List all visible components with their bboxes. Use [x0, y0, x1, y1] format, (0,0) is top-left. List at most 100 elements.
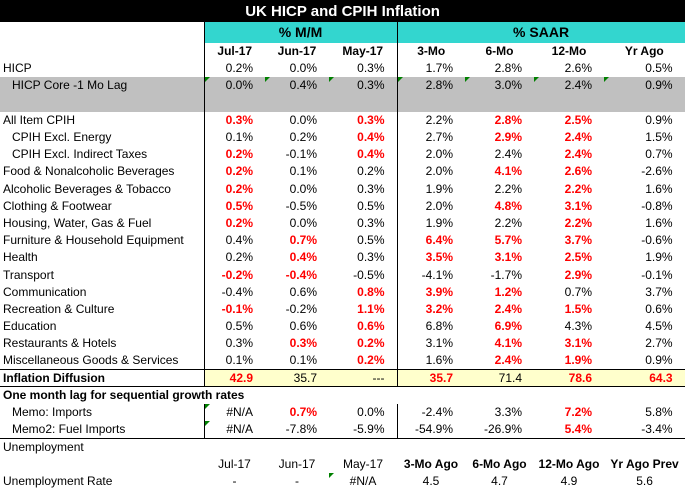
value-cell: 2.7%: [604, 335, 685, 353]
value-cell: 4.9: [560, 473, 578, 488]
diffusion-cell: ---: [329, 369, 398, 388]
value-cell: 0.1%: [289, 353, 317, 368]
value-cell: 0.9%: [604, 352, 685, 370]
value-cell: [534, 94, 604, 112]
table-title: UK HICP and CPIH Inflation: [0, 0, 685, 22]
value-cell: 2.2%: [425, 112, 453, 127]
value-cell: 0.6%: [604, 300, 685, 318]
value-cell: 2.4%: [494, 353, 522, 368]
value-cell: 0.6%: [329, 318, 398, 336]
value-cell: 0.9%: [604, 111, 685, 129]
unemployment-column-header: 6-Mo Ago: [472, 456, 527, 471]
lag-note: One month lag for sequential growth rate…: [3, 388, 245, 403]
value-cell: 4.8%: [494, 198, 522, 213]
memo-row: Memo: Imports #N/A 0.7% 0.0% -2.4% 3.3% 7.2% 5.…: [0, 403, 685, 422]
mm-group-header: % M/M: [203, 22, 398, 43]
value-cell: -0.6%: [604, 232, 685, 250]
lag-note-row: One month lag for sequential growth rate…: [0, 386, 685, 404]
value-cell: 0.5%: [203, 197, 265, 215]
diffusion-cell: 42.9: [203, 369, 265, 388]
value-cell: 2.2%: [494, 181, 522, 196]
value-cell: 2.9%: [494, 130, 522, 145]
unemployment-column-header: Yr Ago Prev: [610, 456, 679, 471]
value-cell: 0.2%: [329, 352, 398, 370]
value-cell: -0.2%: [203, 266, 265, 284]
value-cell: 6.9%: [494, 319, 522, 334]
value-cell: 0.3%: [329, 249, 398, 267]
row-label: Memo: Imports: [12, 405, 93, 420]
value-cell: -7.8%: [265, 421, 329, 439]
value-cell: [265, 94, 329, 112]
value-cell: 2.6%: [564, 164, 592, 179]
table-row: HICP Core -1 Mo Lag 0.0% 0.4% 0.3% 2.8% 3.0% 2…: [0, 77, 685, 95]
table-row: Restaurants & Hotels 0.3% 0.3% 0.2% 3.1% 4.1%…: [0, 335, 685, 353]
unemployment-column-header: Jul-17: [218, 456, 251, 471]
value-cell: -2.4%: [421, 405, 453, 420]
value-cell: 0.2%: [203, 163, 265, 181]
value-cell: 3.3%: [494, 405, 522, 420]
value-cell: 0.3%: [289, 336, 317, 351]
value-cell: 0.4%: [265, 77, 329, 95]
table-row: HICP 0.2% 0.0% 0.3% 1.7% 2.8% 2.6% 0.5%: [0, 60, 685, 78]
value-cell: 1.9%: [564, 353, 592, 368]
blank-cell: [0, 456, 204, 473]
value-cell: -0.4%: [203, 283, 265, 301]
row-label: Communication: [3, 284, 87, 299]
value-cell: 0.7%: [564, 284, 592, 299]
table-row: Alcoholic Beverages & Tobacco 0.2% 0.0% 0.3…: [0, 180, 685, 198]
value-cell: 0.0%: [203, 77, 265, 95]
value-cell: 0.2%: [289, 130, 317, 145]
value-cell: 3.1%: [494, 250, 522, 265]
value-cell: [465, 94, 534, 112]
value-cell: 0.7%: [289, 233, 317, 248]
row-label: Education: [3, 319, 57, 334]
column-header: May-17: [329, 43, 398, 61]
value-cell: 0.0%: [289, 61, 317, 76]
value-cell: 7.2%: [564, 405, 592, 420]
value-cell: -0.5%: [285, 198, 317, 213]
row-label: Unemployment Rate: [3, 473, 113, 488]
table-row: CPIH Excl. Indirect Taxes 0.2% -0.1% 0.4% 2.…: [0, 146, 685, 164]
value-cell: #N/A: [329, 472, 397, 490]
value-cell: 0.2%: [203, 180, 265, 198]
value-cell: 0.0%: [289, 112, 317, 127]
diffusion-cell: 64.3: [604, 369, 685, 388]
row-label: Food & Nonalcoholic Beverages: [3, 164, 175, 179]
value-cell: 2.2%: [564, 215, 592, 230]
value-cell: 0.1%: [289, 164, 317, 179]
value-cell: 5.8%: [604, 403, 685, 422]
table-row: Communication -0.4% 0.6% 0.8% 3.9% 1.2% 0.7% 3.…: [0, 283, 685, 301]
row-label: HICP Core -1 Mo Lag: [0, 77, 204, 95]
table-row: [0, 94, 685, 112]
value-cell: 6.8%: [425, 319, 453, 334]
row-label: All Item CPIH: [3, 112, 76, 127]
row-label: HICP: [3, 61, 32, 76]
value-cell: 2.8%: [494, 61, 522, 76]
value-cell: 3.9%: [425, 284, 453, 299]
value-cell: 3.7%: [604, 283, 685, 301]
value-cell: -3.4%: [604, 421, 685, 439]
table-row: Housing, Water, Gas & Fuel 0.2% 0.0% 0.3% 1.…: [0, 214, 685, 233]
unemployment-column-header: May-17: [342, 456, 383, 471]
value-cell: 5.4%: [534, 421, 604, 439]
value-cell: 2.7%: [425, 130, 453, 145]
value-cell: 0.2%: [203, 249, 265, 267]
table-row: CPIH Excl. Energy 0.1% 0.2% 0.4% 2.7% 2.9% 2.4…: [0, 128, 685, 147]
value-cell: 0.5%: [329, 197, 398, 215]
value-cell: -26.9%: [465, 421, 534, 439]
value-cell: 1.5%: [564, 301, 592, 316]
value-cell: 2.0%: [425, 164, 453, 179]
value-cell: -54.9%: [397, 421, 465, 439]
value-cell: -0.1%: [604, 266, 685, 284]
value-cell: 3.1%: [564, 336, 592, 351]
value-cell: 4.7: [491, 473, 508, 488]
value-cell: 0.5%: [604, 60, 685, 78]
row-label: Housing, Water, Gas & Fuel: [3, 215, 152, 230]
value-cell: 2.2%: [564, 181, 592, 196]
value-cell: 2.4%: [564, 147, 592, 162]
row-label: CPIH Excl. Energy: [12, 130, 112, 145]
value-cell: #N/A: [203, 403, 265, 422]
value-cell: [604, 94, 685, 112]
value-cell: 0.4%: [203, 232, 265, 250]
